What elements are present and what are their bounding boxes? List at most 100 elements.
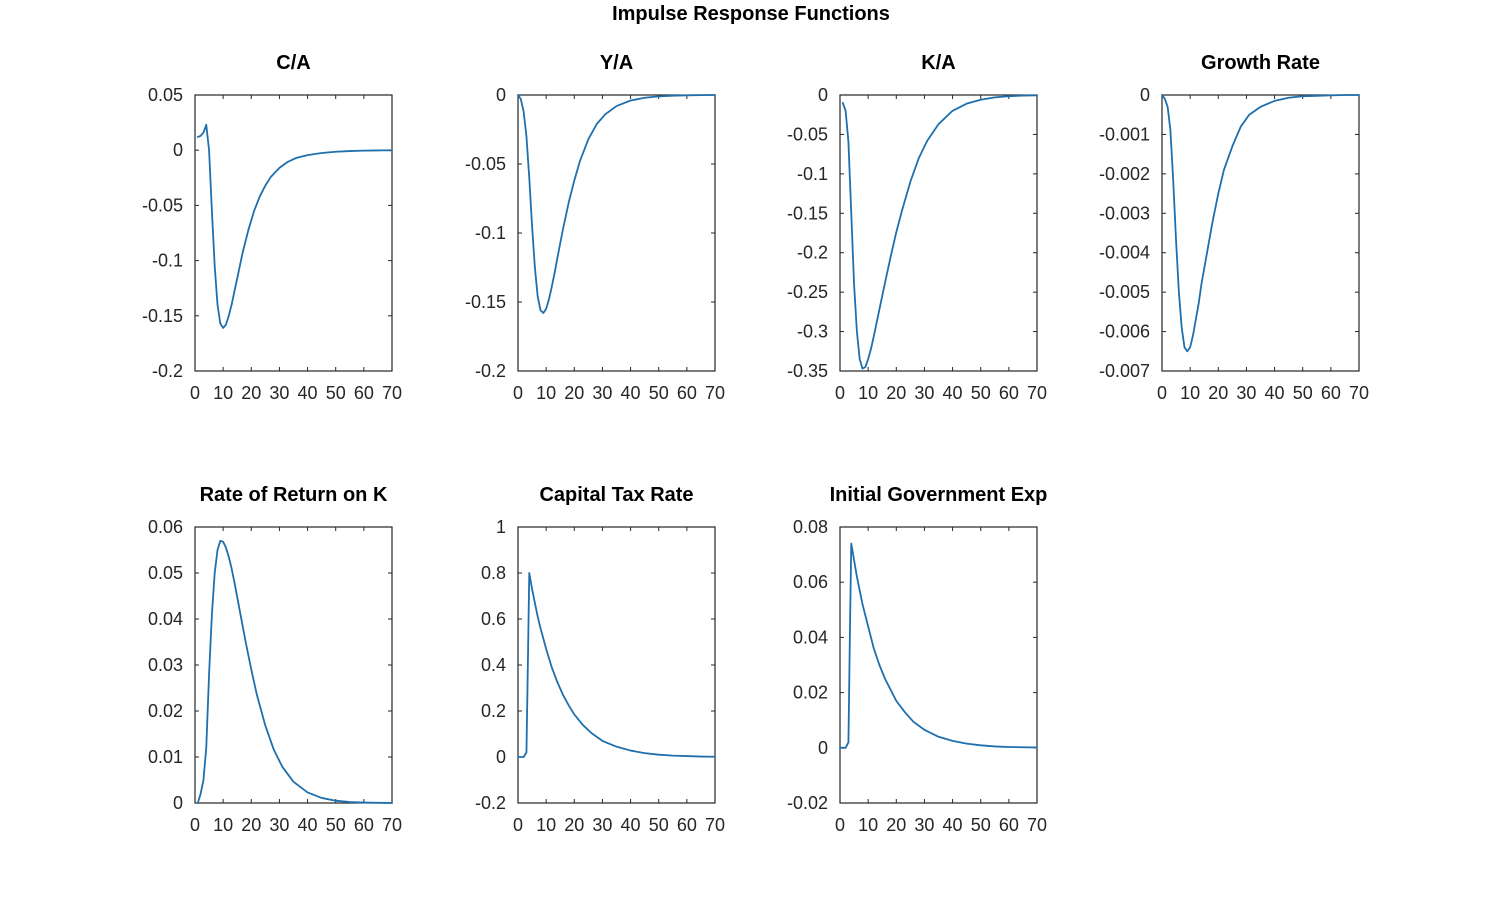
subplot-title: C/A [276,52,310,74]
x-tick-label: 60 [999,383,1019,403]
x-tick-label: 60 [354,383,374,403]
series-line [196,539,393,804]
y-tick-label: -0.002 [1099,164,1150,184]
y-tick-label: -0.15 [465,292,506,312]
x-tick-label: 30 [914,383,934,403]
y-tick-label: 0.4 [481,655,506,675]
series-line [517,572,716,758]
x-tick-label: 20 [241,815,261,835]
x-tick-label: 0 [835,383,845,403]
x-tick-label: 40 [1265,383,1285,403]
x-tick-label: 50 [649,815,669,835]
y-tick-label: 0.05 [148,85,183,105]
y-tick-label: 0 [818,85,828,105]
x-tick-label: 70 [1027,815,1047,835]
y-tick-label: -0.05 [142,195,183,215]
x-tick-label: 40 [298,815,318,835]
y-tick-label: 0 [1140,85,1150,105]
y-tick-label: 0.06 [793,572,828,592]
x-tick-label: 10 [1180,383,1200,403]
x-tick-label: 30 [269,383,289,403]
subplot-panels: C/A0 10 20 30 40 50 60 70-0.2-0.15-0.1-0.0500.0… [142,52,1369,835]
x-tick-label: 60 [1321,383,1341,403]
x-tick-label: 20 [886,383,906,403]
y-tick-label: -0.05 [787,124,828,144]
y-tick-label: 0.04 [793,627,828,647]
y-tick-label: -0.15 [142,306,183,326]
y-tick-label: -0.2 [797,243,828,263]
x-tick-label: 20 [1208,383,1228,403]
subplot: C/A 0 10 20 30 40 50 60 70 -0.2 -0.15 -0.1 -0.05 0 0.0… [142,52,402,403]
y-tick-label: -0.006 [1099,322,1150,342]
y-tick-label: -0.1 [797,164,828,184]
subplot: Rate of Return on K 0 10 20 30 40 50 60 70 0 0.01 0… [148,484,402,835]
x-tick-label: 40 [298,383,318,403]
subplot: Initial Government Exp 0 10 20 30 40 50 60 70 -0.… [787,484,1047,835]
x-tick-label: 10 [213,815,233,835]
plot-area [1161,94,1360,372]
subplot-title: Y/A [600,52,633,74]
x-tick-label: 60 [677,383,697,403]
y-tick-label: -0.007 [1099,361,1150,381]
x-tick-label: 50 [971,383,991,403]
y-tick-label: -0.001 [1099,124,1150,144]
x-tick-label: 70 [705,815,725,835]
subplot: K/A 0 10 20 30 40 50 60 70 -0.35 -0.3 -0.25 -0.2 -0.1… [787,52,1047,403]
x-tick-label: 20 [564,383,584,403]
y-tick-label: -0.1 [152,251,183,271]
x-tick-label: 70 [705,383,725,403]
y-tick-label: 0.04 [148,609,183,629]
x-tick-label: 10 [536,383,556,403]
y-tick-label: 0.2 [481,701,506,721]
x-tick-label: 60 [999,815,1019,835]
y-tick-label: -0.15 [787,203,828,223]
series-line [839,542,1038,749]
y-tick-label: -0.004 [1099,243,1150,263]
subplot-title: K/A [921,52,955,74]
series-line [517,94,716,314]
x-tick-label: 10 [213,383,233,403]
y-tick-label: 1 [496,517,506,537]
x-tick-label: 10 [858,815,878,835]
subplot-title: Initial Government Exp [830,484,1048,506]
x-tick-label: 70 [1349,383,1369,403]
subplot-title: Rate of Return on K [200,484,388,506]
x-tick-label: 50 [1293,383,1313,403]
plot-area [194,94,393,372]
x-tick-label: 70 [1027,383,1047,403]
x-tick-label: 30 [592,383,612,403]
x-tick-label: 0 [190,383,200,403]
y-tick-label: 0.8 [481,563,506,583]
y-tick-label: 0.6 [481,609,506,629]
y-tick-label: 0 [818,738,828,758]
x-tick-label: 20 [241,383,261,403]
y-tick-label: 0.06 [148,517,183,537]
x-tick-label: 0 [513,815,523,835]
x-tick-label: 0 [835,815,845,835]
y-tick-label: 0 [173,793,183,813]
x-tick-label: 30 [914,815,934,835]
subplot-title: Growth Rate [1201,52,1320,74]
subplot-title: Capital Tax Rate [539,484,693,506]
x-tick-label: 40 [621,383,641,403]
y-tick-label: 0.08 [793,517,828,537]
x-tick-label: 0 [513,383,523,403]
y-tick-label: 0.03 [148,655,183,675]
x-tick-label: 50 [971,815,991,835]
y-tick-label: -0.3 [797,322,828,342]
x-tick-label: 50 [326,815,346,835]
x-tick-label: 20 [886,815,906,835]
x-tick-label: 40 [943,383,963,403]
figure-title: Impulse Response Functions [612,3,890,25]
x-tick-label: 30 [592,815,612,835]
y-tick-label: 0.02 [793,683,828,703]
x-tick-label: 30 [269,815,289,835]
x-tick-label: 10 [536,815,556,835]
y-tick-label: -0.005 [1099,282,1150,302]
series-line [1161,94,1360,353]
x-tick-label: 70 [382,815,402,835]
x-tick-label: 50 [326,383,346,403]
plot-area [194,526,393,804]
y-tick-label: 0.02 [148,701,183,721]
x-tick-label: 10 [858,383,878,403]
